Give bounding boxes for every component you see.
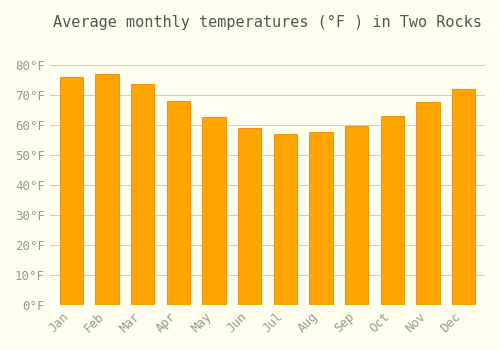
Bar	[452, 89, 475, 305]
Bar	[60, 77, 83, 305]
Bar	[310, 132, 332, 305]
Bar	[96, 74, 118, 305]
Title: Average monthly temperatures (°F ) in Two Rocks: Average monthly temperatures (°F ) in Tw…	[53, 15, 482, 30]
Bar	[380, 116, 404, 305]
Bar	[416, 103, 440, 305]
Bar	[202, 118, 226, 305]
Bar	[345, 126, 368, 305]
Bar	[238, 128, 261, 305]
Bar	[166, 101, 190, 305]
Bar	[274, 134, 297, 305]
Bar	[131, 84, 154, 305]
